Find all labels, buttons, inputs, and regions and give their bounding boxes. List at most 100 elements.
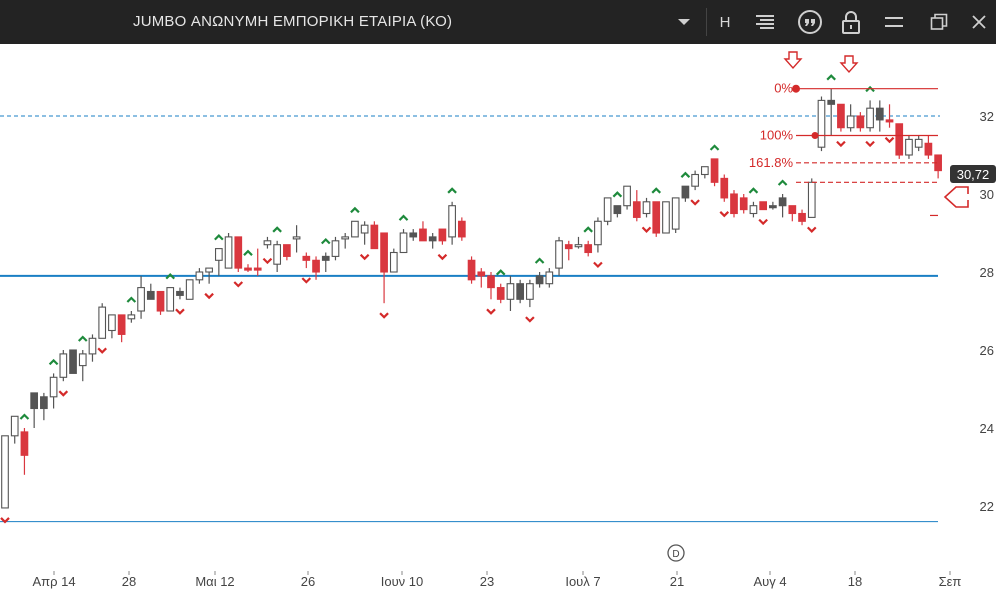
candle [875,100,884,132]
candle-body [331,240,340,257]
menu-button[interactable] [881,8,907,36]
comment-button[interactable] [794,8,826,36]
candle [273,240,282,272]
candle [545,268,554,288]
candle [137,275,145,319]
candle [866,100,874,132]
candle [428,233,437,249]
candle [234,236,243,272]
sell-signal-icon [97,347,107,354]
candle-body [564,244,573,250]
candle-body [10,415,19,437]
candle-body [807,181,816,218]
candle-body [351,220,359,238]
candle-body [467,259,476,281]
lock-button[interactable] [838,8,864,36]
sell-signal-icon [865,140,875,148]
candle [749,201,758,218]
candle-body [487,275,495,289]
candle-body [166,287,175,312]
candle [856,112,865,132]
candle-body [846,115,855,129]
arrow-markers [783,51,969,208]
buy-signal-icon [447,187,457,194]
candle [564,240,573,261]
down-arrow-marker-icon [839,55,859,74]
candle [817,96,826,152]
buy-signal-icon [583,226,593,233]
candle-body [662,201,670,234]
x-tick-label: 21 [670,574,684,589]
candle [798,209,806,226]
candle [885,104,894,128]
candle [78,350,87,382]
buy-signal-icon [77,335,88,342]
candle [321,252,330,272]
candle-body [730,193,738,215]
price-chart[interactable]: 0% 100% 161.8% 22 24 26 28 30 32 Απρ 14 28 Μαι 12… [0,44,996,595]
y-tick-label: 28 [980,265,994,280]
candle-body [555,240,563,269]
y-tick-label: 22 [980,499,994,514]
dropdown-button[interactable] [669,8,699,36]
fib-label-2: 161.8% [749,155,794,170]
sell-signal-icon [690,199,700,206]
indicators-button[interactable] [750,8,780,36]
buy-signal-icon [748,187,759,194]
candle-body [837,103,845,129]
candle [49,373,58,409]
candle-body [700,166,709,176]
candle-body [817,99,826,148]
lock-icon [842,11,860,34]
event-marker[interactable]: D [667,544,685,562]
last-price-badge: 30,72 [950,165,996,183]
y-axis: 22 24 26 28 30 32 [980,109,994,514]
restore-button[interactable] [926,8,952,36]
candle [20,428,29,475]
x-tick-label: Αυγ 4 [753,574,786,589]
candle-body [594,220,602,246]
sell-signal-icon [486,308,496,315]
candle-body [20,431,29,456]
buy-signal-icon [709,144,720,151]
candle-body [545,271,554,285]
candle-body [283,244,291,257]
candle [185,279,194,300]
candle [389,248,398,273]
close-button[interactable] [966,8,992,36]
candle-body [856,115,865,129]
candle-body [759,201,768,211]
candle [117,314,126,343]
candle-body [866,107,874,129]
candle-body [584,244,593,254]
candle [662,201,670,234]
y-tick-label: 30 [980,187,994,202]
candle [914,135,923,152]
candle-body [399,232,408,254]
candle-body [885,119,894,123]
candle [253,248,262,276]
sell-signal-icon [233,281,244,288]
candle [905,135,913,159]
dividend-letter: D [672,549,679,560]
window-titlebar: JUMBO ΑΝΩΝΥΜΗ ΕΜΠΟΡΙΚΗ ΕΤΑΙΡΙΑ (ΚΟ) H [0,0,996,44]
candle-body [370,224,379,250]
candle-body [224,236,233,269]
candle-body [574,244,583,248]
candle [681,185,690,202]
candle [613,205,622,218]
candle-body [389,251,398,273]
signals [0,74,895,524]
candle [302,252,311,269]
candle-body [321,255,330,261]
candle-body [691,173,699,187]
candle [331,236,340,261]
candle-body [244,267,252,271]
x-tick-label: Σεπ [939,574,962,589]
candle [360,221,369,245]
buy-signal-icon [651,187,662,194]
buy-signal-icon [126,296,137,303]
h-button[interactable]: H [719,13,731,31]
candle [10,415,19,444]
sell-signal-icon [262,257,273,265]
